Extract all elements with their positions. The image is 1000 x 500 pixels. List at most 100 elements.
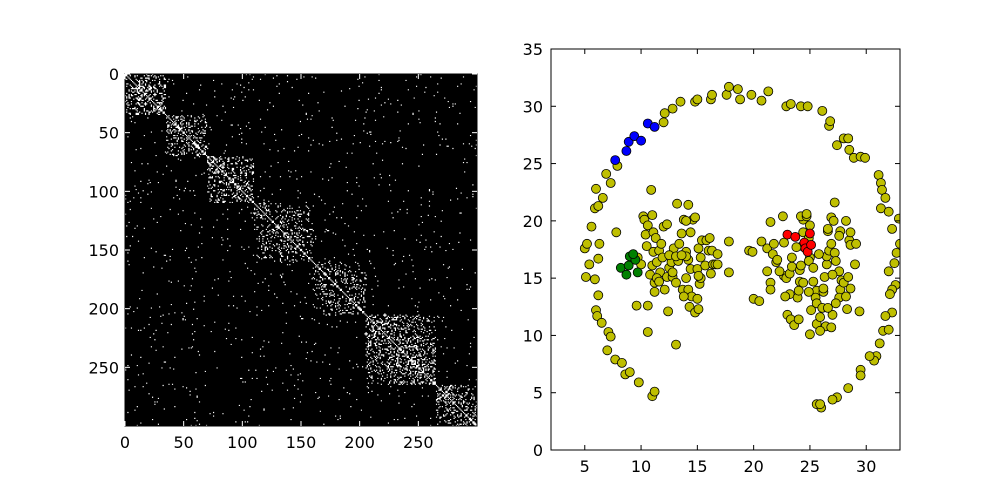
scatter-point [624,367,635,378]
scatter-point [641,241,652,252]
scatter-point [815,312,825,323]
scatter-point [889,258,900,269]
scatter-ticks: 5 10 15 20 25 30 0 5 10 15 20 25 30 35 [523,40,900,476]
scatter-point [642,220,653,231]
scatter-point [646,184,657,195]
scatter-point [632,267,643,278]
scatter-point [823,302,833,313]
scatter-point [806,239,816,250]
scatter-point [805,329,815,340]
matrix-ticks: 0 50 100 150 200 250 0 50 100 150 200 250 [88,65,477,452]
scatter-point [798,277,809,288]
scatter-point [667,103,678,114]
scatter-point [712,259,723,270]
scatter-point [649,386,660,397]
scatter-point [763,86,774,97]
scatter-point [854,306,865,317]
scatter-x-tick-label: 30 [856,457,876,476]
matrix-y-tick-label: 200 [88,300,119,319]
scatter-point [724,267,734,278]
scatter-point [659,108,670,119]
scatter-point [586,221,597,232]
scatter-point [658,117,669,128]
scatter-point [692,94,703,105]
scatter-point [671,339,681,350]
scatter-point [844,144,855,155]
scatter-point [829,197,840,208]
scatter-point [843,133,854,144]
scatter-point [874,338,885,349]
scatter-point [584,259,595,270]
scatter-point [826,322,837,333]
scatter-y-tick-label: 0 [533,441,543,460]
scatter-point [860,152,870,163]
scatter-point [605,331,616,342]
scatter-point [787,252,797,263]
scatter-point [843,383,854,394]
scatter-point [841,215,851,226]
scatter-point [895,238,900,249]
scatter-point [659,284,670,295]
scatter-x-tick-label: 5 [580,457,590,476]
scatter-point [721,89,732,100]
scatter-point [685,227,696,238]
scatter-point [769,238,779,249]
scatter-point [747,246,758,257]
scatter-x-tick-label: 20 [743,457,763,476]
scatter-point [780,291,791,302]
matrix-x-tick-label: 50 [173,433,193,452]
scatter-point [582,238,592,249]
matrix-x-tick-label: 0 [120,433,130,452]
scatter-point [706,268,716,279]
scatter-point [891,248,900,258]
scatter-point [815,325,825,336]
scatter-point [883,206,894,217]
matrix-y-tick-label: 250 [88,358,119,377]
scatter-point [672,198,682,209]
scatter-point [611,227,622,238]
scatter-point [693,304,704,315]
scatter-point [592,311,603,321]
scatter-point [610,155,621,166]
scatter-point [633,377,644,388]
scatter-point [762,266,773,277]
scatter-y-tick-label: 30 [523,97,543,116]
scatter-point [681,273,691,284]
scatter-point [756,236,767,247]
scatter-point [676,228,687,239]
scatter-point [676,250,687,261]
scatter-point [756,95,767,106]
scatter-point [883,324,894,335]
scatter-point [631,300,642,311]
scatter-point [675,96,686,107]
scatter-point [880,311,891,321]
scatter-point [832,140,842,151]
scatter-point [629,131,640,142]
scatter-point [602,345,613,356]
scatter-point [581,272,591,282]
scatter-y-tick-label: 15 [523,269,543,288]
scatter-point [733,84,743,94]
scatter-x-tick-label: 10 [631,457,651,476]
scatter-point [827,309,838,320]
scatter-point [841,291,851,302]
scatter-point [873,170,884,180]
scatter-point [663,306,673,317]
scatter-y-tick-label: 25 [523,155,543,174]
scatter-point [805,228,815,239]
scatter-point [656,238,667,249]
scatter-point [823,223,833,234]
matrix-x-tick-label: 150 [286,433,317,452]
scatter-point [883,266,894,277]
scatter-point [765,284,776,295]
matrix-y-tick-label: 0 [109,65,119,84]
scatter-y-tick-label: 10 [523,326,543,345]
scatter-point [843,272,854,282]
scatter-point [850,259,860,270]
scatter-point [597,192,608,203]
matrix-x-tick-label: 200 [344,433,375,452]
scatter-point [724,236,734,247]
scatter-point [636,135,646,146]
scatter-point [712,249,723,260]
scatter-point [662,219,672,230]
